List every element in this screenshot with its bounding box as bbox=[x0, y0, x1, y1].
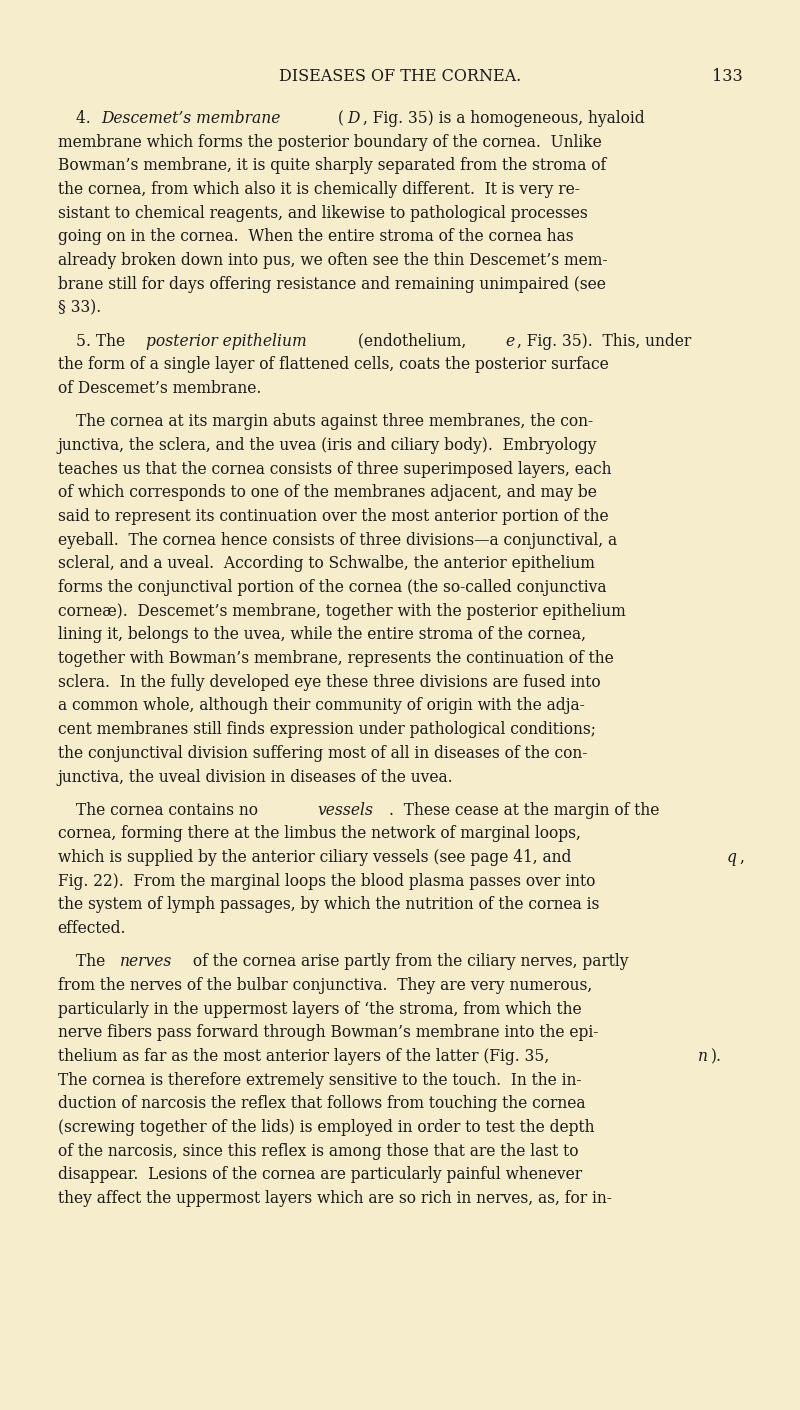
Text: (: ( bbox=[333, 110, 344, 127]
Text: eyeball.  The cornea hence consists of three divisions—a conjunctival, a: eyeball. The cornea hence consists of th… bbox=[58, 532, 617, 548]
Text: , Fig. 35) is a homogeneous, hyaloid: , Fig. 35) is a homogeneous, hyaloid bbox=[362, 110, 644, 127]
Text: ,: , bbox=[739, 849, 744, 866]
Text: effected.: effected. bbox=[58, 921, 126, 938]
Text: of the cornea arise partly from the ciliary nerves, partly: of the cornea arise partly from the cili… bbox=[188, 953, 628, 970]
Text: duction of narcosis the reflex that follows from touching the cornea: duction of narcosis the reflex that foll… bbox=[58, 1096, 585, 1112]
Text: sclera.  In the fully developed eye these three divisions are fused into: sclera. In the fully developed eye these… bbox=[58, 674, 600, 691]
Text: Fig. 22).  From the marginal loops the blood plasma passes over into: Fig. 22). From the marginal loops the bl… bbox=[58, 873, 595, 890]
Text: they affect the uppermost layers which are so rich in nerves, as, for in-: they affect the uppermost layers which a… bbox=[58, 1190, 611, 1207]
Text: particularly in the uppermost layers of ‘the stroma, from which the: particularly in the uppermost layers of … bbox=[58, 1001, 582, 1018]
Text: the form of a single layer of flattened cells, coats the posterior surface: the form of a single layer of flattened … bbox=[58, 357, 608, 374]
Text: scleral, and a uveal.  According to Schwalbe, the anterior epithelium: scleral, and a uveal. According to Schwa… bbox=[58, 556, 594, 572]
Text: The cornea is therefore extremely sensitive to the touch.  In the in-: The cornea is therefore extremely sensit… bbox=[58, 1072, 581, 1089]
Text: brane still for days offering resistance and remaining unimpaired (see: brane still for days offering resistance… bbox=[58, 276, 606, 293]
Text: a common whole, although their community of origin with the adja-: a common whole, although their community… bbox=[58, 698, 584, 715]
Text: (endothelium,: (endothelium, bbox=[353, 333, 471, 350]
Text: ).: ). bbox=[710, 1048, 722, 1065]
Text: e: e bbox=[506, 333, 514, 350]
Text: together with Bowman’s membrane, represents the continuation of the: together with Bowman’s membrane, represe… bbox=[58, 650, 614, 667]
Text: of which corresponds to one of the membranes adjacent, and may be: of which corresponds to one of the membr… bbox=[58, 484, 597, 501]
Text: thelium as far as the most anterior layers of the latter (Fig. 35,: thelium as far as the most anterior laye… bbox=[58, 1048, 554, 1065]
Text: the system of lymph passages, by which the nutrition of the cornea is: the system of lymph passages, by which t… bbox=[58, 897, 599, 914]
Text: forms the conjunctival portion of the cornea (the so-called conjunctiva: forms the conjunctival portion of the co… bbox=[58, 580, 606, 596]
Text: of Descemet’s membrane.: of Descemet’s membrane. bbox=[58, 381, 261, 398]
Text: § 33).: § 33). bbox=[58, 299, 101, 316]
Text: The cornea contains no: The cornea contains no bbox=[76, 802, 263, 819]
Text: said to represent its continuation over the most anterior portion of the: said to represent its continuation over … bbox=[58, 508, 608, 525]
Text: of the narcosis, since this reflex is among those that are the last to: of the narcosis, since this reflex is am… bbox=[58, 1142, 578, 1160]
Text: cent membranes still finds expression under pathological conditions;: cent membranes still finds expression un… bbox=[58, 721, 595, 737]
Text: cornea, forming there at the limbus the network of marginal loops,: cornea, forming there at the limbus the … bbox=[58, 825, 581, 842]
Text: 4.: 4. bbox=[76, 110, 96, 127]
Text: from the nerves of the bulbar conjunctiva.  They are very numerous,: from the nerves of the bulbar conjunctiv… bbox=[58, 977, 592, 994]
Text: The cornea at its margin abuts against three membranes, the con-: The cornea at its margin abuts against t… bbox=[76, 413, 593, 430]
Text: the conjunctival division suffering most of all in diseases of the con-: the conjunctival division suffering most… bbox=[58, 744, 587, 761]
Text: The: The bbox=[76, 953, 110, 970]
Text: n: n bbox=[698, 1048, 708, 1065]
Text: which is supplied by the anterior ciliary vessels (see page 41, and: which is supplied by the anterior ciliar… bbox=[58, 849, 576, 866]
Text: 133: 133 bbox=[712, 68, 742, 85]
Text: q: q bbox=[726, 849, 736, 866]
Text: .  These cease at the margin of the: . These cease at the margin of the bbox=[390, 802, 660, 819]
Text: D: D bbox=[347, 110, 359, 127]
Text: junctiva, the uveal division in diseases of the uvea.: junctiva, the uveal division in diseases… bbox=[58, 768, 454, 785]
Text: Bowman’s membrane, it is quite sharply separated from the stroma of: Bowman’s membrane, it is quite sharply s… bbox=[58, 158, 606, 175]
Text: sistant to chemical reagents, and likewise to pathological processes: sistant to chemical reagents, and likewi… bbox=[58, 204, 587, 221]
Text: vessels: vessels bbox=[317, 802, 373, 819]
Text: lining it, belongs to the uvea, while the entire stroma of the cornea,: lining it, belongs to the uvea, while th… bbox=[58, 626, 586, 643]
Text: corneæ).  Descemet’s membrane, together with the posterior epithelium: corneæ). Descemet’s membrane, together w… bbox=[58, 602, 626, 619]
Text: teaches us that the cornea consists of three superimposed layers, each: teaches us that the cornea consists of t… bbox=[58, 461, 611, 478]
Text: junctiva, the sclera, and the uvea (iris and ciliary body).  Embryology: junctiva, the sclera, and the uvea (iris… bbox=[58, 437, 597, 454]
Text: the cornea, from which also it is chemically different.  It is very re-: the cornea, from which also it is chemic… bbox=[58, 180, 579, 197]
Text: nerve fibers pass forward through Bowman’s membrane into the epi-: nerve fibers pass forward through Bowman… bbox=[58, 1024, 598, 1042]
Text: membrane which forms the posterior boundary of the cornea.  Unlike: membrane which forms the posterior bound… bbox=[58, 134, 602, 151]
Text: DISEASES OF THE CORNEA.: DISEASES OF THE CORNEA. bbox=[279, 68, 521, 85]
Text: already broken down into pus, we often see the thin Descemet’s mem-: already broken down into pus, we often s… bbox=[58, 252, 607, 269]
Text: (screwing together of the lids) is employed in order to test the depth: (screwing together of the lids) is emplo… bbox=[58, 1120, 594, 1136]
Text: posterior epithelium: posterior epithelium bbox=[146, 333, 306, 350]
Text: nerves: nerves bbox=[120, 953, 173, 970]
Text: Descemet’s membrane: Descemet’s membrane bbox=[102, 110, 281, 127]
Text: 5. The: 5. The bbox=[76, 333, 130, 350]
Text: going on in the cornea.  When the entire stroma of the cornea has: going on in the cornea. When the entire … bbox=[58, 228, 574, 245]
Text: disappear.  Lesions of the cornea are particularly painful whenever: disappear. Lesions of the cornea are par… bbox=[58, 1166, 582, 1183]
Text: , Fig. 35).  This, under: , Fig. 35). This, under bbox=[518, 333, 691, 350]
